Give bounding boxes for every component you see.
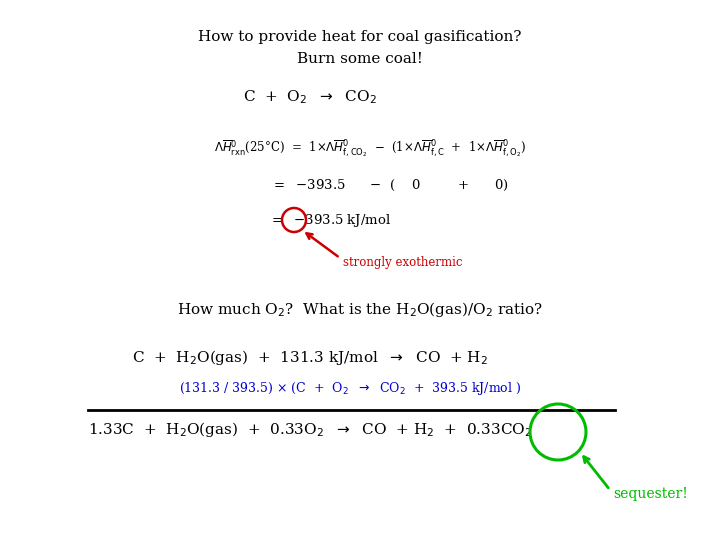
Text: $\Lambda\overline{H}^0_{\mathrm{rxn}}$(25°C)  =  1×$\Lambda\overline{H}^0_{\math: $\Lambda\overline{H}^0_{\mathrm{rxn}}$(2… bbox=[214, 138, 526, 159]
Text: $=$  $-$393.5      $-$  (    0         +      0): $=$ $-$393.5 $-$ ( 0 + 0) bbox=[271, 178, 509, 193]
Text: sequester!: sequester! bbox=[613, 487, 688, 501]
Text: C  +  H$_2$O(gas)  +  131.3 kJ/mol  $\rightarrow$  CO  + H$_2$: C + H$_2$O(gas) + 131.3 kJ/mol $\rightar… bbox=[132, 348, 488, 367]
Text: How to provide heat for coal gasification?: How to provide heat for coal gasificatio… bbox=[198, 30, 522, 44]
Text: Burn some coal!: Burn some coal! bbox=[297, 52, 423, 66]
Text: C  +  O$_2$  $\rightarrow$  CO$_2$: C + O$_2$ $\rightarrow$ CO$_2$ bbox=[243, 88, 377, 106]
Text: strongly exothermic: strongly exothermic bbox=[343, 256, 462, 269]
Text: How much O$_2$?  What is the H$_2$O(gas)/O$_2$ ratio?: How much O$_2$? What is the H$_2$O(gas)/… bbox=[177, 300, 543, 319]
Text: (131.3 / 393.5) × (C  +  O$_2$  $\rightarrow$  CO$_2$  +  393.5 kJ/mol ): (131.3 / 393.5) × (C + O$_2$ $\rightarro… bbox=[179, 380, 521, 397]
Text: $=$  $-$393.5 kJ/mol: $=$ $-$393.5 kJ/mol bbox=[269, 212, 391, 229]
Text: 1.33C  +  H$_2$O(gas)  +  0.33O$_2$  $\rightarrow$  CO  + H$_2$  +  0.33CO$_2$: 1.33C + H$_2$O(gas) + 0.33O$_2$ $\righta… bbox=[88, 420, 532, 439]
